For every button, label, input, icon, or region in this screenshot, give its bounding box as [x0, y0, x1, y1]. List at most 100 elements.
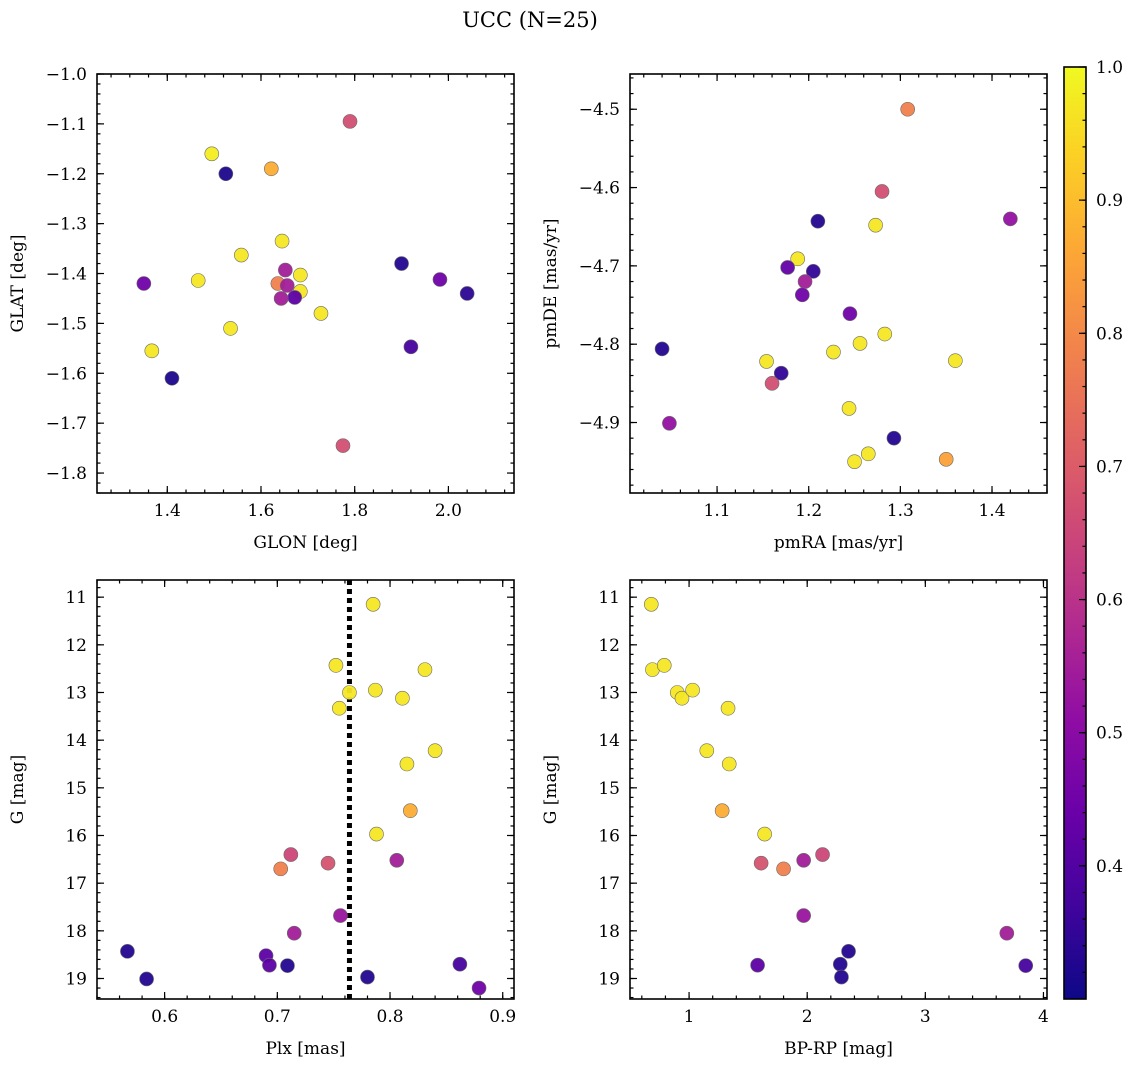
x-tick-label: 4 [1038, 1007, 1049, 1027]
data-point [860, 446, 876, 462]
y-tick-label: −1.0 [46, 65, 87, 85]
y-tick-label: 14 [65, 731, 87, 751]
data-point [342, 114, 358, 129]
y-axis-label: GLAT [deg] [8, 234, 28, 332]
data-point [403, 803, 418, 819]
data-point [293, 267, 308, 283]
data-point [938, 452, 954, 467]
data-point [656, 658, 672, 673]
colorbar-tick-label: 0.8 [1096, 324, 1123, 344]
colorbar-gradient [1064, 67, 1086, 999]
data-point [287, 290, 303, 305]
y-tick-label: −1.5 [46, 314, 87, 334]
y-tick-label: −1.2 [46, 165, 87, 185]
data-point [886, 430, 902, 446]
x-tick-label: 1.4 [978, 501, 1005, 521]
data-point [139, 971, 154, 987]
y-tick-label: −4.7 [579, 257, 620, 277]
x-tick-label: 0.8 [377, 1007, 404, 1027]
colorbar-tick-label: 0.6 [1096, 591, 1123, 611]
data-point [852, 336, 868, 351]
x-tick-label: 0.7 [264, 1007, 291, 1027]
data-point [780, 260, 795, 275]
data-point [699, 743, 715, 758]
data-point [432, 272, 448, 287]
data-point [948, 353, 963, 368]
data-point [841, 401, 857, 416]
panel-3: 0.6 0.7 0.8 0.9 11 12 13 14 15 16 17 18 19 Plx [mas] G… [8, 579, 516, 1059]
data-point [826, 344, 841, 360]
x-tick-label: 0.9 [489, 1007, 516, 1027]
x-axis-label: GLON [deg] [253, 533, 357, 553]
x-tick-label: 1 [684, 1007, 695, 1027]
data-point [360, 969, 375, 985]
y-tick-label: 19 [598, 970, 620, 990]
data-point [815, 847, 830, 862]
data-point [685, 682, 700, 698]
x-axis-label: pmRA [mas/yr] [774, 533, 903, 553]
data-point [720, 700, 736, 716]
y-tick-label: 15 [598, 779, 620, 799]
y-tick-label: −4.6 [579, 179, 620, 199]
y-tick-label: −4.8 [579, 335, 620, 355]
panel-2: 1.1 1.2 1.3 1.4 −4.5 −4.6 −4.7 −4.8 −4.9 pmRA [ma… [541, 73, 1048, 553]
y-tick-label: 15 [65, 779, 87, 799]
colorbar-tick-label: 0.9 [1096, 191, 1123, 211]
y-tick-label: 13 [65, 683, 87, 703]
x-axis-label: Plx [mas] [265, 1039, 345, 1059]
data-point [365, 597, 381, 612]
data-point [654, 341, 670, 357]
data-point [841, 944, 856, 959]
data-point [721, 756, 737, 772]
data-point [204, 146, 220, 162]
data-point [759, 354, 774, 369]
data-point [368, 682, 383, 698]
data-point [234, 247, 249, 263]
data-point [459, 286, 475, 301]
x-tick-label: 0.6 [151, 1007, 178, 1027]
y-tick-label: 12 [598, 636, 620, 656]
data-point [847, 454, 862, 469]
y-tick-label: 12 [65, 636, 87, 656]
axes-frame [629, 73, 1048, 494]
data-point [273, 861, 289, 877]
x-tick-label: 1.1 [704, 501, 731, 521]
data-point [399, 756, 415, 772]
data-point [286, 925, 302, 941]
data-point [662, 415, 677, 431]
data-point [278, 262, 293, 278]
data-point [796, 908, 811, 923]
data-point [369, 826, 384, 842]
data-point [279, 278, 295, 293]
data-point [417, 662, 433, 677]
x-tick-label: 1.3 [887, 501, 914, 521]
y-tick-label: −1.6 [46, 364, 87, 384]
y-tick-label: 18 [598, 922, 620, 942]
data-point [796, 852, 811, 868]
data-point [776, 861, 791, 877]
y-tick-label: 16 [598, 826, 620, 846]
y-tick-label: 17 [65, 874, 87, 894]
y-tick-label: 14 [598, 731, 620, 751]
data-point [842, 306, 858, 321]
data-point [144, 343, 160, 359]
data-point [1003, 211, 1018, 227]
data-point [868, 217, 883, 233]
data-point [714, 803, 730, 819]
x-tick-label: 2 [802, 1007, 813, 1027]
figure-title: UCC (N=25) [462, 8, 598, 32]
data-point [273, 291, 289, 306]
colorbar-tick-label: 0.5 [1096, 724, 1123, 744]
y-tick-label: −1.1 [46, 115, 87, 135]
x-tick-label: 1.2 [795, 501, 822, 521]
y-tick-label: 18 [65, 922, 87, 942]
data-point [790, 251, 806, 267]
y-tick-label: 16 [65, 826, 87, 846]
data-point [190, 273, 206, 288]
data-point [394, 256, 409, 271]
y-axis-label: pmDE [mas/yr] [541, 218, 561, 348]
y-axis-label: G [mag] [8, 755, 28, 824]
data-point [389, 852, 405, 868]
